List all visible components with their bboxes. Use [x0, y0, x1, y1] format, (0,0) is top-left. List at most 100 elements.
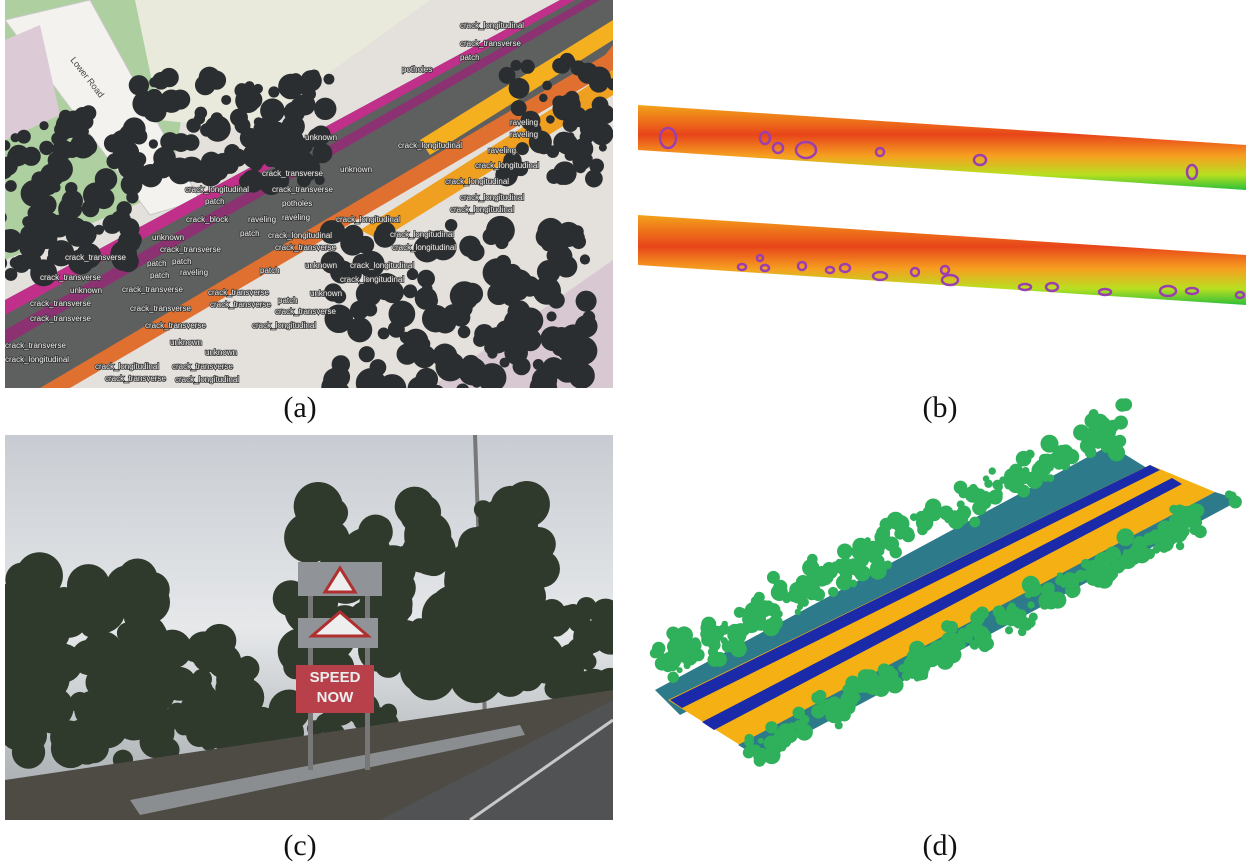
foliage	[778, 743, 786, 751]
foliage	[565, 56, 575, 66]
foliage	[662, 660, 670, 668]
foliage	[0, 140, 10, 150]
foliage	[207, 71, 226, 90]
foliage	[370, 359, 387, 376]
foliage	[758, 738, 764, 744]
defect-label: patch	[278, 296, 298, 305]
foliage	[403, 284, 417, 298]
foliage	[546, 169, 561, 184]
foliage	[1149, 529, 1162, 542]
defect-label: crack_longitudinal	[460, 21, 524, 30]
foliage	[17, 633, 54, 670]
foliage	[364, 376, 392, 404]
foliage	[840, 570, 852, 582]
foliage	[563, 117, 578, 132]
foliage	[669, 646, 676, 653]
foliage	[989, 467, 996, 474]
foliage	[931, 644, 942, 655]
foliage	[1016, 451, 1032, 467]
sign-text: NOW	[317, 689, 355, 706]
foliage	[972, 501, 987, 516]
foliage	[39, 121, 48, 130]
foliage	[667, 672, 678, 683]
foliage	[118, 230, 141, 253]
defect-label: patch	[147, 259, 167, 268]
foliage	[1081, 559, 1091, 569]
defect-label: unknown	[310, 289, 342, 298]
foliage	[1018, 628, 1026, 636]
defect-label: raveling	[510, 130, 538, 139]
foliage	[837, 543, 853, 559]
foliage	[838, 709, 851, 722]
defect-label: crack_longitudinal	[398, 141, 462, 150]
foliage	[822, 703, 828, 709]
defect-label: crack_transverse	[145, 321, 206, 330]
foliage	[1042, 583, 1052, 593]
foliage	[39, 141, 53, 155]
defect-label: crack_transverse	[40, 273, 101, 282]
defect-label: crack_longitudinal	[450, 205, 514, 214]
foliage	[563, 655, 585, 677]
foliage	[852, 565, 864, 577]
defect-label: patch	[172, 257, 192, 266]
foliage	[432, 343, 457, 368]
foliage	[552, 58, 567, 73]
foliage	[1102, 433, 1117, 448]
foliage	[1053, 457, 1060, 464]
foliage	[815, 690, 827, 702]
foliage	[231, 154, 243, 166]
foliage	[160, 132, 179, 151]
foliage	[1116, 528, 1134, 546]
foliage	[152, 158, 173, 179]
foliage	[797, 604, 803, 610]
foliage	[546, 115, 555, 124]
foliage	[956, 513, 968, 525]
foliage	[324, 74, 335, 85]
foliage	[890, 681, 899, 690]
foliage	[37, 597, 63, 623]
foliage	[343, 232, 362, 251]
foliage	[922, 646, 932, 656]
foliage	[483, 228, 500, 245]
foliage	[734, 607, 745, 618]
foliage	[607, 78, 619, 90]
foliage	[131, 128, 147, 144]
foliage	[504, 596, 526, 618]
foliage	[285, 89, 295, 99]
foliage	[458, 326, 471, 339]
foliage	[777, 723, 795, 741]
defect-label: crack_transverse	[160, 245, 221, 254]
foliage	[883, 560, 892, 569]
defect-label: crack_transverse	[272, 185, 333, 194]
defect-label: crack_block	[186, 215, 229, 224]
defect-label: crack_longitudinal	[475, 161, 539, 170]
foliage	[459, 236, 481, 258]
defect-label: crack_transverse	[275, 307, 336, 316]
foliage	[183, 134, 200, 151]
defect-label: crack_longitudinal	[350, 261, 414, 270]
defect-label: crack_transverse	[30, 314, 91, 323]
foliage	[332, 355, 350, 373]
foliage	[800, 715, 810, 725]
foliage	[117, 201, 132, 216]
foliage	[773, 586, 783, 596]
foliage	[456, 384, 469, 397]
foliage	[25, 216, 42, 233]
defect-label: unknown	[152, 233, 184, 242]
foliage	[102, 215, 121, 234]
panel-a: Lower Road crack_longitudinalcrack_trans…	[0, 0, 619, 404]
foliage	[577, 63, 598, 84]
caption: (a)	[283, 391, 316, 424]
foliage	[810, 586, 820, 596]
foliage	[152, 72, 170, 90]
foliage	[506, 331, 523, 348]
foliage	[547, 145, 560, 158]
foliage	[17, 130, 31, 144]
foliage	[920, 672, 928, 680]
foliage	[1017, 486, 1026, 495]
defect-label: crack_transverse	[65, 253, 126, 262]
defect-label: crack_transverse	[30, 299, 91, 308]
foliage	[887, 512, 905, 530]
defect-label: crack_transverse	[275, 243, 336, 252]
foliage	[575, 315, 598, 338]
